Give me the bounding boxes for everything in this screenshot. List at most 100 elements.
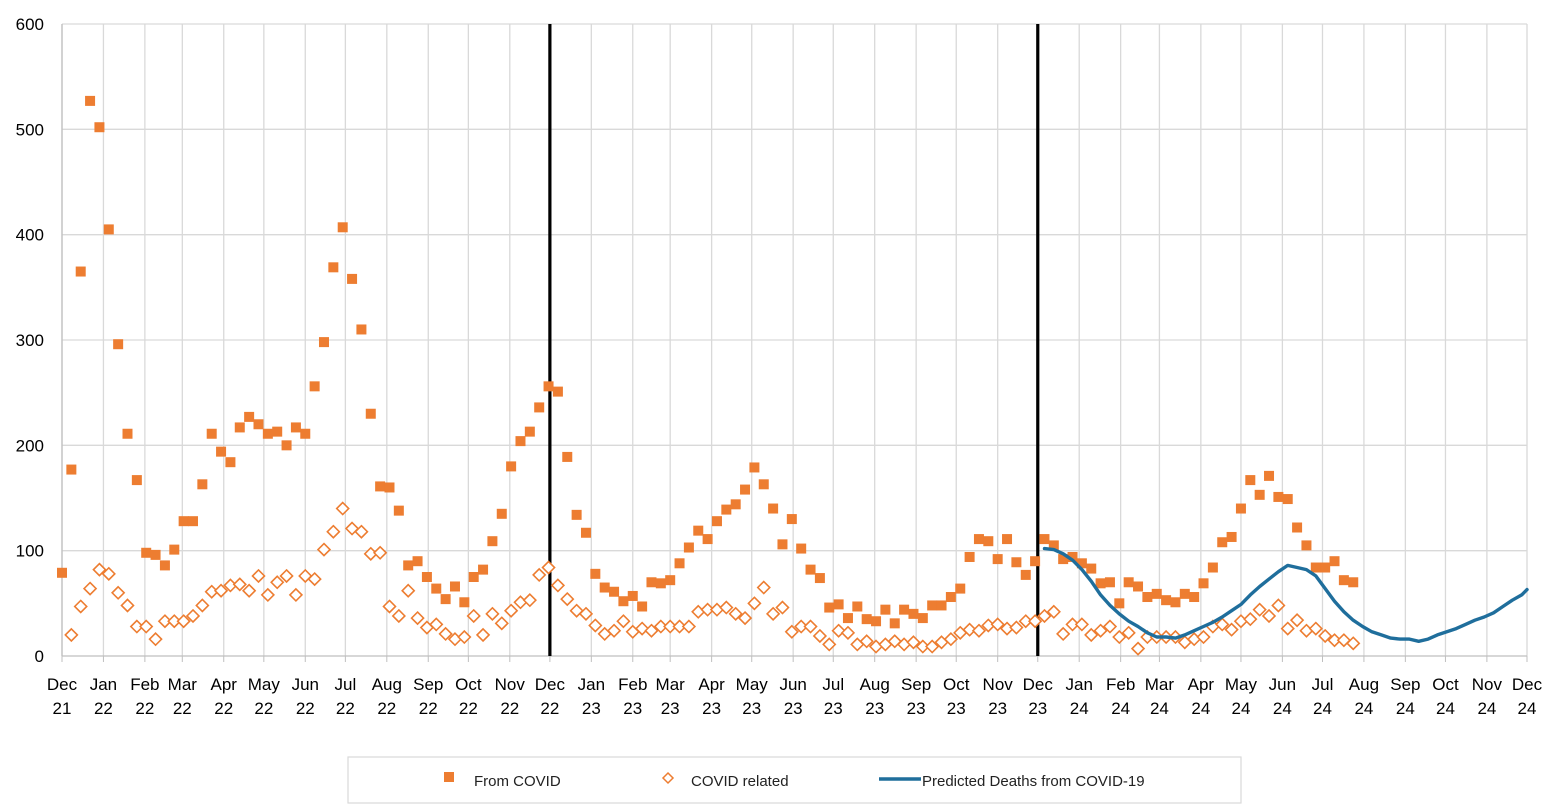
from-covid-point	[1254, 489, 1265, 500]
covid-related-point	[139, 619, 154, 634]
x-tick-month: Jan	[90, 675, 117, 694]
from-covid-point	[552, 386, 563, 397]
from-covid-point	[365, 408, 376, 419]
y-tick-label: 0	[35, 647, 44, 666]
from-covid-point	[1170, 597, 1181, 608]
from-covid-point	[1179, 588, 1190, 599]
from-covid-point	[534, 402, 545, 413]
covid-related-point	[1046, 604, 1061, 619]
covid-related-point	[307, 571, 322, 587]
covid-related-point	[522, 593, 537, 608]
x-tick-month: Jun	[779, 675, 806, 694]
covid-related-point	[663, 619, 678, 634]
covid-related-point	[532, 567, 547, 583]
covid-related-point	[195, 598, 210, 613]
from-covid-point	[356, 324, 367, 335]
x-tick-year: 23	[1028, 699, 1047, 718]
x-tick-year: 24	[1436, 699, 1455, 718]
from-covid-point	[141, 547, 152, 558]
x-tick-year: 23	[702, 699, 721, 718]
x-tick-year: 24	[1396, 699, 1415, 718]
legend: From COVID COVID related Predicted Deaths …	[347, 756, 1242, 804]
x-tick-month: Dec	[1023, 675, 1054, 694]
x-tick-year: 24	[1313, 699, 1332, 718]
covid-related-point	[971, 623, 987, 638]
covid-related-point	[859, 634, 874, 649]
x-tick-month: Jul	[1312, 675, 1334, 694]
from-covid-point	[1067, 551, 1078, 562]
from-covid-point	[318, 337, 329, 348]
from-covid-point	[524, 426, 535, 437]
from-covid-point	[1161, 595, 1172, 606]
x-tick-month: Aug	[860, 675, 890, 694]
from-covid-point	[637, 601, 648, 612]
x-tick-month: Dec	[1512, 675, 1543, 694]
x-tick-year: 23	[784, 699, 803, 718]
covid-related-point	[466, 608, 481, 624]
legend-label-covid-related: COVID related	[691, 773, 789, 790]
x-tick-year: 22	[173, 699, 192, 718]
x-tick-month: Oct	[455, 675, 482, 694]
from-covid-point	[478, 564, 489, 575]
from-covid-point	[262, 428, 273, 439]
x-axis: Dec 21 Jan 22 Feb 22 Mar 22 Apr 22 May 22 Jun 22 Jul 22…	[47, 655, 1543, 718]
covid-related-point	[1336, 633, 1352, 648]
covid-related-point	[73, 599, 88, 614]
from-covid-point	[103, 224, 114, 235]
covid-related-point	[1346, 636, 1361, 651]
covid-related-point	[232, 577, 247, 592]
x-tick-year: 24	[1231, 699, 1250, 718]
covid-related-point	[270, 575, 285, 590]
from-covid-point	[824, 602, 835, 613]
covid-related-point	[1261, 608, 1277, 624]
x-tick-month: Jan	[578, 675, 605, 694]
from-covid-point	[57, 567, 67, 578]
from-covid-point	[562, 451, 573, 462]
from-covid-point	[571, 509, 582, 520]
x-tick-year: 22	[296, 699, 315, 718]
from-covid-point	[655, 578, 666, 589]
x-tick-month: Mar	[1145, 675, 1175, 694]
x-tick-month: Oct	[1432, 675, 1459, 694]
covid-related-point	[111, 585, 126, 600]
from-covid-point	[1282, 494, 1293, 505]
from-covid-point	[300, 428, 311, 439]
from-covid-point	[1264, 470, 1275, 481]
from-covid-point	[1002, 534, 1013, 545]
legend-label-from-covid: From COVID	[474, 773, 561, 790]
covid-related-point	[925, 639, 940, 654]
from-covid-point	[852, 601, 863, 612]
covid-related-point	[1289, 613, 1305, 628]
x-tick-month: Sep	[1390, 675, 1420, 694]
y-tick-label: 400	[16, 226, 44, 245]
y-tick-label: 500	[16, 120, 44, 139]
covid-related-point	[1065, 617, 1080, 632]
from-covid-point	[1142, 592, 1153, 603]
covid-related-point	[410, 610, 425, 626]
x-tick-year: 22	[377, 699, 396, 718]
covid-related-point	[747, 596, 762, 611]
from-covid-point	[113, 339, 124, 350]
covid-related-point	[606, 623, 622, 638]
x-tick-year: 24	[1354, 699, 1373, 718]
covid-related-point	[737, 610, 753, 626]
from-covid-point	[796, 543, 807, 554]
covid-related-point	[1280, 621, 1295, 636]
covid-related-point	[588, 618, 603, 633]
covid-related-point	[672, 619, 687, 634]
covid-related-point	[653, 619, 668, 634]
covid-related-point	[1233, 614, 1249, 629]
x-tick-month: Apr	[698, 675, 725, 694]
legend-label-predicted: Predicted Deaths from COVID-19	[922, 773, 1145, 790]
from-covid-point	[599, 582, 610, 593]
covid-related-point	[681, 619, 697, 634]
from-covid-point	[1123, 577, 1134, 588]
x-tick-year: 24	[1477, 699, 1496, 718]
from-covid-point	[468, 572, 479, 582]
covid-related-point	[1037, 608, 1052, 624]
x-tick-year: 22	[459, 699, 478, 718]
x-tick-month: Nov	[495, 675, 526, 694]
from-covid-point	[992, 554, 1003, 565]
from-covid-point	[674, 558, 685, 569]
